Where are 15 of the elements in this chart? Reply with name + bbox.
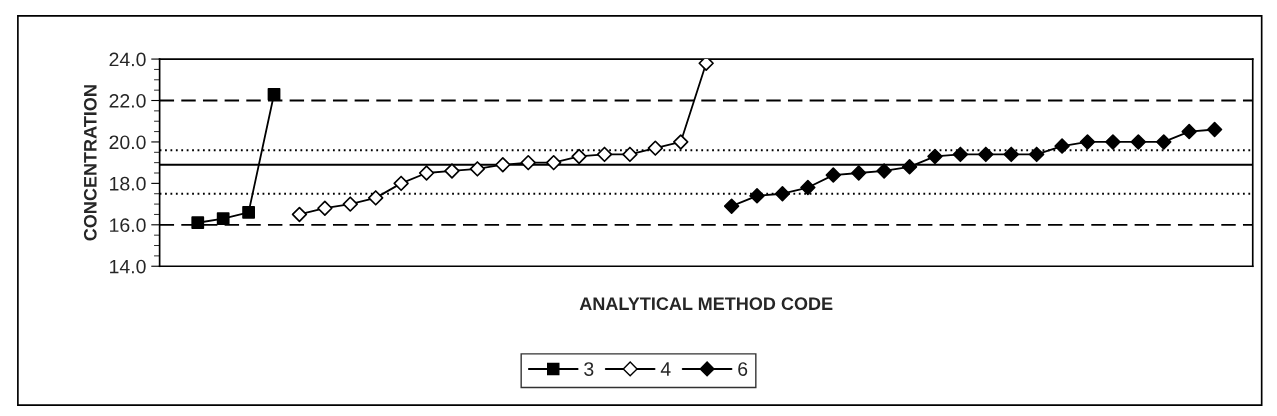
point xyxy=(242,205,255,219)
legend-label: 3 xyxy=(584,362,594,376)
point xyxy=(191,216,205,230)
y-axis-title: CONCENTRATION xyxy=(83,85,97,241)
y-tick-label: 14.0 xyxy=(110,259,146,274)
y-tick-label: 22.0 xyxy=(109,93,146,108)
legend-label: 6 xyxy=(738,362,748,376)
x-axis-title: ANALYTICAL METHOD CODE xyxy=(579,297,833,311)
y-tick-label: 16.0 xyxy=(110,218,146,233)
y-tick-label: 20.0 xyxy=(109,135,146,150)
y-tick-label: 18.0 xyxy=(110,176,146,191)
y-tick-label: 24.0 xyxy=(109,52,146,67)
point xyxy=(216,212,230,225)
point xyxy=(267,87,281,101)
legend-label: 4 xyxy=(660,362,671,376)
